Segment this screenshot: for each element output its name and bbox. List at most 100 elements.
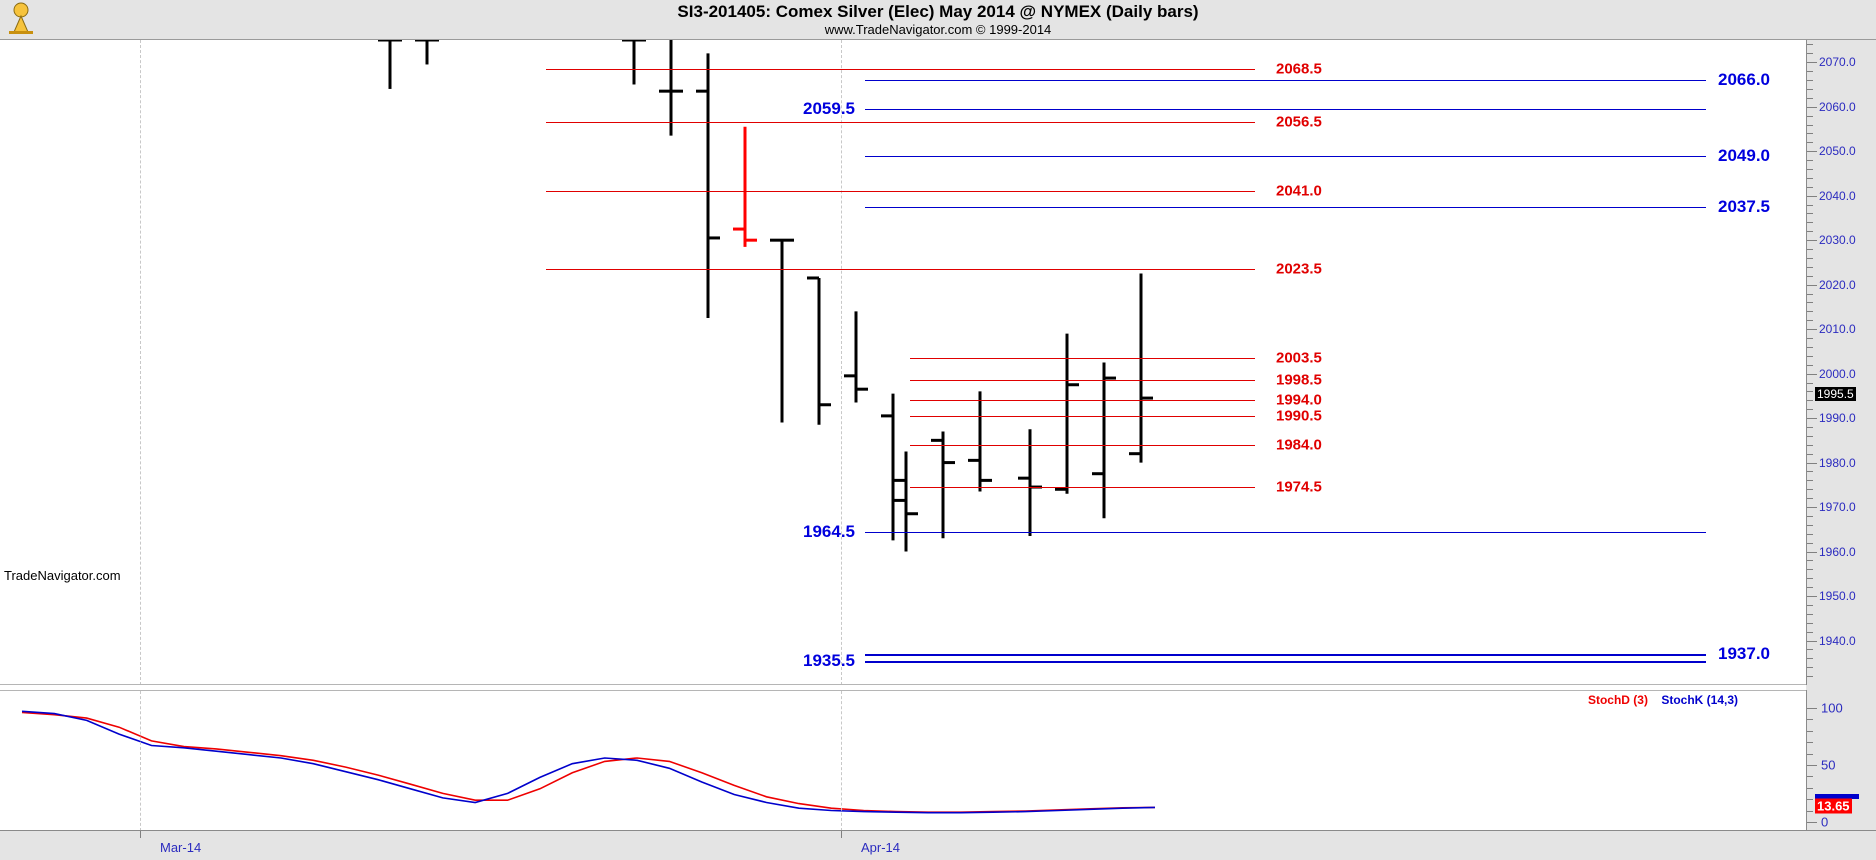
ohlc-bar xyxy=(1055,333,1079,494)
support-line-label: 2059.5 xyxy=(803,98,855,118)
price-chart-pane[interactable]: 2068.5 2056.5 2041.0 2023.5 2003.5 1998.5 1994… xyxy=(0,40,1806,685)
indicator-axis-tick xyxy=(1807,730,1813,732)
stochastic-legend: StochD (3) StochK (14,3) xyxy=(1588,693,1738,707)
support-line-blue[interactable] xyxy=(865,206,1706,208)
ohlc-bar xyxy=(894,451,918,552)
price-axis-tick xyxy=(1807,266,1813,268)
support-line-blue[interactable] xyxy=(865,531,1706,533)
resistance-line-red[interactable] xyxy=(910,444,1255,446)
price-axis-tick xyxy=(1807,284,1817,286)
last-stochk-marker xyxy=(1815,794,1859,800)
ohlc-bar xyxy=(622,40,646,85)
price-axis-tick xyxy=(1807,640,1817,642)
ohlc-bar xyxy=(1129,273,1153,463)
price-axis-tick xyxy=(1807,373,1817,375)
watermark-label: TradeNavigator.com xyxy=(4,568,121,583)
support-line-blue[interactable] xyxy=(865,660,1706,663)
indicator-axis-tick xyxy=(1807,787,1813,789)
price-axis-tick xyxy=(1807,133,1813,135)
resistance-line-red[interactable] xyxy=(910,380,1255,382)
indicator-axis-tick xyxy=(1807,719,1813,721)
price-axis-label: 1980.0 xyxy=(1819,455,1856,470)
support-line-blue[interactable] xyxy=(865,653,1706,656)
gridline-apr-14 xyxy=(841,40,842,684)
indicator-axis-tick xyxy=(1807,742,1813,744)
resistance-line-label: 1974.5 xyxy=(1276,478,1322,496)
support-line-label: 1937.0 xyxy=(1718,643,1770,663)
ohlc-bar xyxy=(659,40,683,136)
support-line-blue[interactable] xyxy=(865,108,1706,110)
price-bars-canvas xyxy=(378,40,1153,552)
indicator-axis-tick xyxy=(1807,822,1817,823)
support-line-label: 2037.5 xyxy=(1718,196,1770,216)
resistance-line-label: 2056.5 xyxy=(1276,113,1322,131)
resistance-line-label: 2068.5 xyxy=(1276,60,1322,78)
resistance-line-red[interactable] xyxy=(546,269,1255,271)
price-axis-tick xyxy=(1807,186,1813,188)
price-axis-label: 1970.0 xyxy=(1819,500,1856,515)
ohlc-bar xyxy=(844,311,868,403)
price-axis-label: 2060.0 xyxy=(1819,99,1856,114)
indicator-axis-tick xyxy=(1807,708,1817,709)
price-axis-tick xyxy=(1807,88,1813,90)
resistance-line-red[interactable] xyxy=(546,191,1255,193)
price-axis-tick xyxy=(1807,213,1813,215)
price-axis-tick xyxy=(1807,195,1817,197)
price-axis-tick xyxy=(1807,142,1813,144)
price-axis-tick xyxy=(1807,382,1813,384)
price-axis-tick xyxy=(1807,62,1817,64)
price-axis-tick xyxy=(1807,507,1817,509)
indicator-axis[interactable]: 100 50 0 13.65 xyxy=(1806,690,1876,830)
date-axis-tick xyxy=(841,831,842,838)
indicator-axis-tick xyxy=(1807,776,1813,778)
price-axis-tick xyxy=(1807,435,1813,437)
stochk-line xyxy=(21,710,1156,814)
price-axis-label: 2000.0 xyxy=(1819,366,1856,381)
resistance-line-red[interactable] xyxy=(546,122,1255,124)
resistance-line-red[interactable] xyxy=(910,487,1255,489)
support-line-label: 2049.0 xyxy=(1718,145,1770,165)
price-axis-label: 1990.0 xyxy=(1819,411,1856,426)
resistance-line-red[interactable] xyxy=(910,415,1255,417)
price-axis-tick xyxy=(1807,115,1813,117)
price-axis-tick xyxy=(1807,151,1817,153)
price-axis-tick xyxy=(1807,364,1813,366)
resistance-line-red[interactable] xyxy=(910,358,1255,360)
resistance-line-red[interactable] xyxy=(910,400,1255,402)
resistance-line-red[interactable] xyxy=(546,68,1255,70)
price-axis-tick xyxy=(1807,524,1813,526)
support-line-blue[interactable] xyxy=(865,80,1706,82)
support-line-label: 1964.5 xyxy=(803,521,855,541)
indicator-axis-label: 100 xyxy=(1821,700,1843,716)
support-line-blue[interactable] xyxy=(865,155,1706,157)
price-axis-tick xyxy=(1807,338,1813,340)
price-axis-label: 2040.0 xyxy=(1819,188,1856,203)
price-axis-label: 2020.0 xyxy=(1819,277,1856,292)
page-title: SI3-201405: Comex Silver (Elec) May 2014… xyxy=(677,2,1199,21)
ohlc-bar xyxy=(696,53,720,319)
price-axis-tick xyxy=(1807,177,1813,179)
price-axis-tick xyxy=(1807,53,1813,55)
price-axis-tick xyxy=(1807,124,1813,126)
gridline-apr-14 xyxy=(841,691,842,830)
price-axis-tick xyxy=(1807,444,1813,446)
price-axis-tick xyxy=(1807,222,1813,224)
price-axis[interactable]: 2070.0 2060.0 2050.0 2040.0 2030.0 2020.0 2010… xyxy=(1806,40,1876,685)
gridline-mar-14 xyxy=(140,691,141,830)
price-axis-tick xyxy=(1807,658,1813,660)
resistance-line-label: 1990.5 xyxy=(1276,407,1322,425)
price-axis-tick xyxy=(1807,302,1813,304)
price-axis-tick xyxy=(1807,462,1817,464)
price-axis-label: 1950.0 xyxy=(1819,589,1856,604)
price-axis-tick xyxy=(1807,106,1817,108)
stochd-line xyxy=(21,711,1156,813)
price-axis-tick xyxy=(1807,613,1813,615)
price-axis-label: 2030.0 xyxy=(1819,233,1856,248)
indicator-axis-tick xyxy=(1807,810,1813,812)
price-axis-tick xyxy=(1807,560,1813,562)
price-axis-tick xyxy=(1807,204,1813,206)
ohlc-bar xyxy=(378,40,402,89)
date-axis[interactable]: Mar-14 Apr-14 xyxy=(0,830,1876,860)
stochastic-indicator-pane[interactable]: StochD (3) StochK (14,3) xyxy=(0,690,1806,830)
tradenavigator-logo-icon xyxy=(6,2,36,36)
